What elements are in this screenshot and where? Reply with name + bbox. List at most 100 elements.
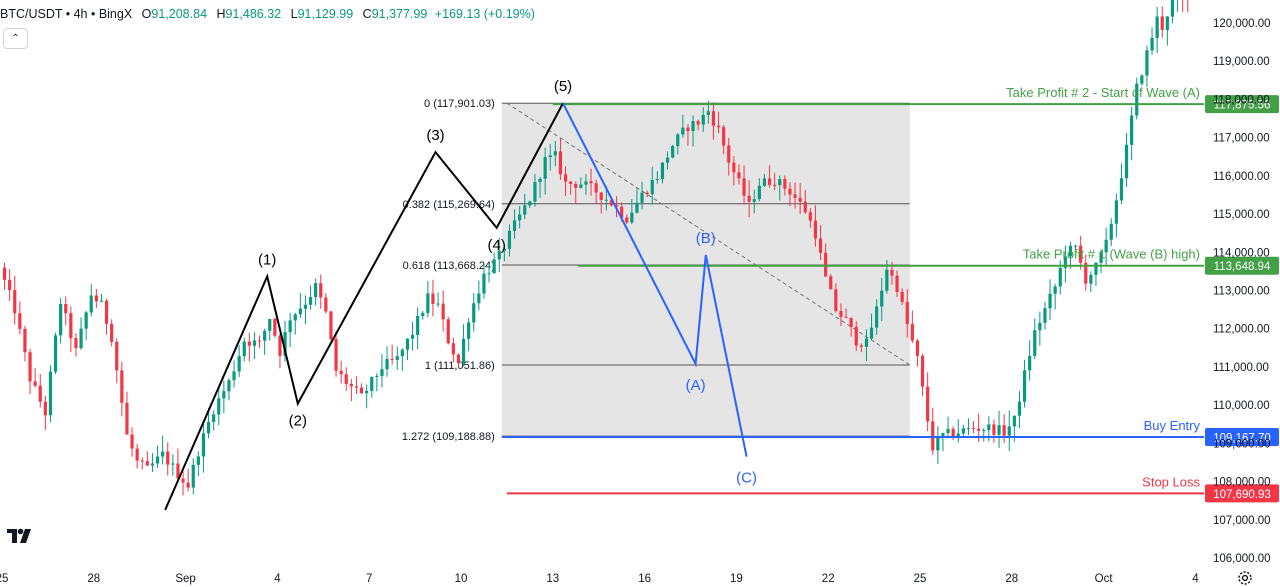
candle-body bbox=[130, 434, 134, 449]
candle-body bbox=[64, 304, 68, 314]
candle-body bbox=[533, 182, 537, 202]
candle-body bbox=[869, 327, 874, 339]
candle-body bbox=[1063, 256, 1067, 268]
candle-body bbox=[625, 217, 629, 223]
candle-body bbox=[1104, 239, 1108, 253]
candle-body bbox=[915, 340, 920, 356]
candle-body bbox=[222, 391, 226, 399]
price-tag-label: 113,648.94 bbox=[1214, 261, 1271, 273]
candle-body bbox=[900, 291, 904, 302]
candle-body bbox=[773, 184, 777, 186]
open-label: O bbox=[141, 7, 152, 21]
candle-body bbox=[1124, 144, 1129, 179]
candle-body bbox=[518, 214, 522, 221]
candle-body bbox=[273, 318, 277, 336]
price-tag-box bbox=[1205, 95, 1279, 114]
candle-body bbox=[1033, 330, 1037, 356]
candle-body bbox=[920, 355, 925, 387]
candle-body bbox=[191, 464, 195, 488]
candle-body bbox=[421, 312, 425, 317]
close-label: C bbox=[362, 7, 372, 21]
candle-body bbox=[951, 428, 955, 437]
candle-body bbox=[706, 111, 710, 115]
candle-body bbox=[737, 172, 741, 179]
x-tick-label: 4 bbox=[1192, 573, 1199, 585]
candle-body bbox=[630, 212, 634, 223]
y-tick-label: 106,000.00 bbox=[1213, 553, 1271, 565]
candle-body bbox=[686, 127, 690, 132]
candle-body bbox=[1002, 425, 1006, 436]
candle-body bbox=[467, 322, 471, 339]
candle-body bbox=[956, 433, 960, 437]
candle-body bbox=[635, 202, 639, 213]
candle-body bbox=[293, 314, 297, 321]
candle-body bbox=[594, 183, 598, 193]
candle-body bbox=[370, 376, 374, 391]
tradingview-logo-icon[interactable] bbox=[6, 527, 32, 545]
candle-body bbox=[206, 421, 211, 434]
price-tag-box bbox=[1205, 427, 1279, 446]
candle-body bbox=[349, 383, 353, 387]
collapse-legend-button[interactable]: ⌃ bbox=[3, 28, 28, 49]
x-tick-label: 4 bbox=[274, 573, 281, 585]
price-tag-box bbox=[1205, 256, 1279, 275]
candle-body bbox=[660, 162, 665, 180]
candle-body bbox=[23, 328, 27, 353]
candle-body bbox=[212, 414, 216, 422]
candle-body bbox=[1048, 293, 1052, 309]
candle-body bbox=[436, 303, 440, 305]
candle-body bbox=[426, 293, 430, 313]
candle-body bbox=[1130, 115, 1134, 145]
candle-body bbox=[1114, 200, 1118, 224]
candle-body bbox=[89, 295, 93, 313]
candle-body bbox=[487, 273, 491, 275]
y-tick-label: 108,000.00 bbox=[1213, 477, 1271, 489]
candle-body bbox=[548, 155, 552, 158]
settings-gear-icon[interactable] bbox=[1236, 569, 1254, 587]
candle-body bbox=[74, 338, 78, 349]
candle-body bbox=[966, 427, 971, 429]
candle-body bbox=[69, 313, 73, 339]
candle-body bbox=[99, 300, 104, 302]
candle-body bbox=[767, 178, 772, 185]
candle-body bbox=[538, 178, 542, 183]
candle-body bbox=[752, 199, 756, 202]
candle-body bbox=[543, 157, 547, 179]
candle-body bbox=[53, 335, 58, 372]
candle-body bbox=[359, 387, 364, 394]
y-tick-label: 111,000.00 bbox=[1213, 362, 1269, 374]
candle-body bbox=[793, 194, 797, 198]
fib-trend-line bbox=[506, 102, 911, 366]
low-value: 91,129.99 bbox=[297, 7, 354, 21]
candle-body bbox=[681, 127, 685, 135]
candle-body bbox=[145, 461, 149, 466]
candle-body bbox=[201, 433, 206, 457]
candle-body bbox=[569, 181, 573, 184]
candle-body bbox=[242, 341, 246, 357]
candle-body bbox=[59, 304, 63, 336]
candle-body bbox=[461, 338, 466, 364]
candle-body bbox=[354, 386, 359, 388]
candle-body bbox=[1043, 308, 1047, 323]
axes: 106,000.00 107,000.00 108,000.00 109,000.00… bbox=[0, 18, 1271, 585]
symbol-header: BTC/USDT • 4h • BingX O91,208.84 H91,486… bbox=[0, 7, 535, 21]
candle-body bbox=[671, 146, 675, 158]
candle-body bbox=[186, 482, 190, 488]
candle-body bbox=[589, 181, 593, 184]
corrective-wave-label: (A) bbox=[686, 377, 706, 394]
x-tick-label: 7 bbox=[366, 573, 372, 585]
candle-body bbox=[747, 195, 751, 202]
corrective-wave-line bbox=[562, 102, 748, 457]
candle-body bbox=[329, 311, 333, 340]
candle-body bbox=[701, 114, 705, 125]
fib-level-label: 1 (111,051.86) bbox=[425, 360, 495, 372]
candle-body bbox=[727, 145, 731, 163]
candle-body bbox=[79, 328, 83, 349]
level-name-label: Buy Entry bbox=[1144, 418, 1201, 433]
low-label: L bbox=[290, 7, 298, 21]
candle-body bbox=[1135, 83, 1139, 116]
candle-body bbox=[885, 269, 889, 291]
candle-body bbox=[268, 318, 272, 331]
candle-body bbox=[604, 199, 608, 201]
